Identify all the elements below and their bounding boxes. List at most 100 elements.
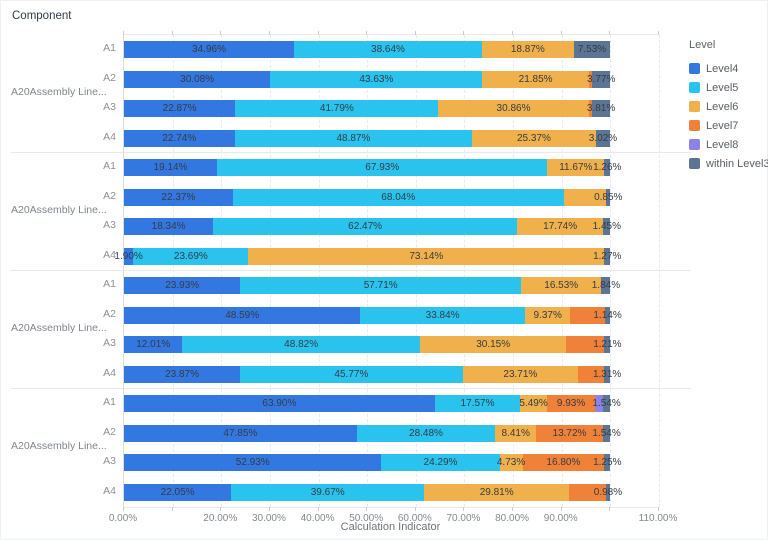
bar-segment[interactable]: 17.57% [434,395,521,413]
bar-segment[interactable]: 21.85% [482,70,589,88]
bar-segment[interactable]: 1.27% [593,247,621,265]
bar-segment[interactable]: 22.37% [124,188,233,206]
bar-segment-label: 25.37% [516,132,551,144]
bar-segment[interactable]: 43.63% [270,70,483,88]
bar-segment[interactable]: 1.54% [592,395,621,413]
bar-segment[interactable]: 62.47% [213,218,518,236]
legend-item[interactable]: Level7 [689,116,768,135]
bar-segment[interactable]: 12.01% [124,336,183,354]
bar-segment[interactable]: 1.26% [593,159,621,177]
bar-segment[interactable]: 23.69% [133,247,249,265]
bar-segment[interactable]: 48.59% [124,306,361,324]
bar-segment[interactable]: 30.86% [438,100,589,118]
legend-item[interactable]: within Level3 [689,154,768,173]
bar-segment[interactable]: 17.74% [517,218,604,236]
bar-segment[interactable] [563,188,607,206]
bar-segment[interactable]: 11.67% [547,159,605,177]
bar-segment[interactable]: 33.84% [360,306,525,324]
bar-segment[interactable]: 52.93% [124,454,382,472]
grid-line [415,35,417,507]
bar-segment[interactable]: 1.84% [592,277,620,295]
bar-segment[interactable]: 1.45% [593,218,621,236]
legend-swatch [689,158,700,169]
bar-segment[interactable]: 23.87% [124,365,241,383]
bar-segment[interactable]: 67.93% [217,159,548,177]
bar-segment[interactable]: 1.31% [593,365,621,383]
bar-segment[interactable]: 1.25% [593,454,621,472]
bar-segment[interactable]: 57.71% [240,277,522,295]
bar-segment[interactable]: 13.72% [536,424,603,442]
bar-row: 1.90% 23.69% 73.14% 1.27% [114,247,659,265]
bar-segment[interactable] [569,483,606,501]
bar-segment[interactable]: 25.37% [472,129,596,147]
bar-segment[interactable]: 9.93% [546,395,596,413]
bar-segment[interactable]: 63.90% [124,395,435,413]
row-label: A2 [103,425,116,438]
bar-segment[interactable]: 16.53% [521,277,602,295]
bar-segment[interactable]: 23.71% [462,365,578,383]
bar-segment[interactable]: 22.87% [124,100,236,118]
bar-segment[interactable]: 8.41% [495,424,537,442]
legend-item[interactable]: Level8 [689,135,768,154]
bar-segment[interactable]: 73.14% [248,247,605,265]
grid-line [172,35,174,507]
bar-segment[interactable]: 48.87% [234,129,473,147]
axis-tick [366,31,368,35]
bar-row: 22.37% 68.04% 0.85% [124,188,659,206]
bar-segment[interactable]: 18.87% [481,41,574,59]
bar-segment-label: 48.59% [225,309,260,321]
bar-segment[interactable] [570,306,605,324]
bar-segment[interactable]: 39.67% [231,483,425,501]
bar-segment[interactable]: 29.81% [424,483,570,501]
legend-item[interactable]: Level4 [689,59,768,78]
bar-segment[interactable]: 16.80% [522,454,605,472]
bar-segment[interactable]: 3.02% [589,129,617,147]
bar-segment[interactable]: 18.34% [124,218,214,236]
bar-row: 18.34% 62.47% 17.74% 1.45% [124,218,659,236]
bar-segment[interactable]: 34.96% [124,41,295,59]
legend-item[interactable]: Level6 [689,97,768,116]
bar-segment[interactable]: 9.37% [524,306,571,324]
bar-segment[interactable]: 28.48% [356,424,496,442]
bar-segment[interactable]: 45.77% [240,365,463,383]
bar-segment[interactable]: 5.49% [519,395,548,413]
bar-segment[interactable] [578,365,604,383]
bar-segment[interactable]: 0.85% [594,188,622,206]
bar-segment-label: 8.41% [501,427,530,439]
bar-segment[interactable]: 48.82% [182,336,420,354]
bar-segment[interactable]: 22.74% [124,129,235,147]
bar-segment[interactable]: 1.54% [592,424,621,442]
bar-segment[interactable]: 1.90% [114,247,143,265]
bar-segment[interactable]: 30.08% [124,70,271,88]
bar-segment-label: 3.02% [588,132,618,144]
bar-segment[interactable]: 68.04% [232,188,564,206]
bar-segment[interactable]: 22.05% [124,483,232,501]
bar-segment[interactable]: 24.29% [381,454,500,472]
bar-segment[interactable]: 0.98% [594,483,622,501]
bar-segment[interactable]: 41.79% [235,100,439,118]
bar-segment[interactable]: 1.21% [593,336,622,354]
bar-row: 47.85% 28.48% 8.41% 13.72% 1.54% [124,424,659,442]
bar-segment[interactable]: 3.81% [587,100,615,118]
bar-segment[interactable]: 4.73% [497,454,525,472]
group-label: A20Assembly Line... [11,322,107,334]
bar-segment-label: 30.08% [180,73,215,85]
x-axis-tick-label: 20.00% [203,513,238,524]
bar-segment[interactable]: 47.85% [124,424,357,442]
bar-segment[interactable] [588,70,592,88]
bar-segment[interactable]: 38.64% [294,41,482,59]
bar-segment-label: 1.45% [592,221,621,233]
row-label: A1 [103,42,116,55]
bar-segment-label: 17.74% [543,221,578,233]
bar-segment-label: 18.34% [151,221,186,233]
bar-segment[interactable]: 30.15% [419,336,567,354]
bar-segment[interactable]: 3.77% [587,70,615,88]
bar-segment[interactable] [566,336,605,354]
bar-segment[interactable]: 7.53% [573,41,611,59]
bar-segment[interactable] [588,100,592,118]
bar-segment[interactable]: 23.93% [124,277,241,295]
legend-item[interactable]: Level5 [689,78,768,97]
bar-segment[interactable] [595,395,603,413]
bar-segment[interactable]: 1.14% [593,306,622,324]
bar-segment[interactable]: 19.14% [124,159,218,177]
